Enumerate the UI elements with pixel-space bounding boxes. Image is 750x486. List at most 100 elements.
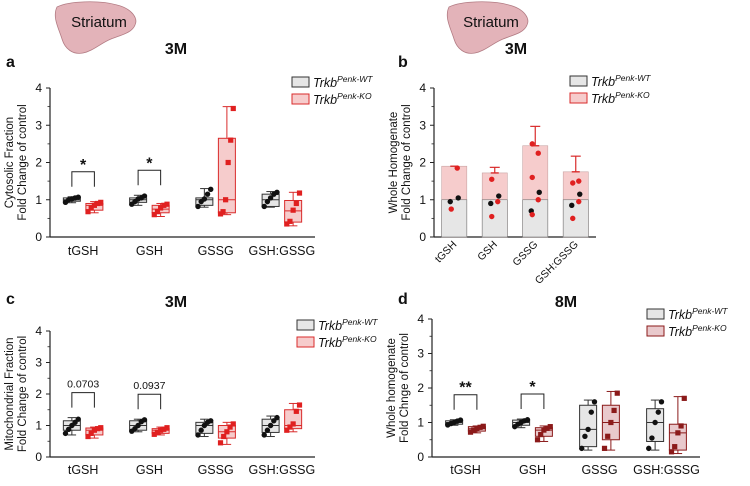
data-point xyxy=(98,199,104,205)
data-point xyxy=(151,212,157,218)
data-point xyxy=(161,426,167,432)
y-axis-label-line-2: Fold Change of control xyxy=(17,336,29,452)
x-tick-label: tGSH xyxy=(68,463,99,477)
data-point xyxy=(158,427,164,433)
y-tick-label: 4 xyxy=(35,324,42,338)
x-tick-label: tGSH xyxy=(450,463,481,477)
y-tick-label: 0 xyxy=(419,230,426,244)
data-point xyxy=(88,430,94,436)
x-tick-label: GSH:GSSG xyxy=(533,239,581,287)
significance-bracket xyxy=(520,393,545,410)
x-tick-label: GSH:GSSG xyxy=(249,244,316,258)
y-tick-label: 1 xyxy=(419,193,426,207)
data-point xyxy=(91,427,97,433)
significance-label: 0.0703 xyxy=(67,379,99,391)
data-point xyxy=(675,430,681,436)
y-tick-label: 3 xyxy=(419,118,426,132)
striatum-label: Striatum xyxy=(463,14,519,31)
panel-letter: d xyxy=(398,291,408,308)
data-point xyxy=(467,429,474,435)
x-tick-label: GSH:GSSG xyxy=(633,463,700,477)
data-point xyxy=(290,421,296,427)
data-point xyxy=(164,425,170,431)
data-point xyxy=(287,218,293,224)
data-point xyxy=(495,198,501,205)
legend-swatch xyxy=(296,319,315,331)
x-tick-label: GSH:GSSG xyxy=(249,463,316,477)
data-point xyxy=(201,196,208,202)
data-point xyxy=(154,429,161,436)
y-axis-label: Cytosolic Fraction Fold Change of control xyxy=(4,104,29,220)
data-point xyxy=(448,206,454,212)
data-point xyxy=(290,207,296,213)
data-point xyxy=(614,390,620,396)
data-point xyxy=(681,395,687,401)
panel-letter: c xyxy=(6,291,15,308)
y-axis-label: Mitochondrial Fraction Fold Change of con… xyxy=(4,336,29,452)
striatum-illustration-1: Striatum xyxy=(54,1,137,54)
data-point xyxy=(195,432,201,438)
data-point xyxy=(224,429,230,435)
legend-swatch xyxy=(646,325,665,337)
data-point xyxy=(98,425,104,431)
panel-c: c 3M 0 1 2 3 4 Mitochondrial Fraction Fold Chang… xyxy=(4,291,378,477)
data-point xyxy=(579,445,585,452)
y-axis-label: Whole Homogenate Fold Change of control xyxy=(388,104,413,220)
striatum-illustration-2: Striatum xyxy=(446,1,529,54)
x-tick-label: GSH xyxy=(136,463,163,477)
data-point xyxy=(658,399,665,405)
data-point xyxy=(652,419,658,426)
y-axis-label-line-1: Whole Homogenate xyxy=(388,112,400,214)
legend-swatch xyxy=(291,93,310,105)
significance-bracket xyxy=(453,394,478,410)
data-point xyxy=(208,418,214,424)
x-tick-label: tGSH xyxy=(68,244,99,258)
data-point xyxy=(678,423,684,429)
legend-entry: TrkbPenk-KO xyxy=(591,90,650,106)
y-tick-label: 3 xyxy=(35,356,42,370)
y-tick-label: 1 xyxy=(417,416,424,430)
data-point xyxy=(529,141,535,147)
data-point xyxy=(655,409,661,415)
data-point xyxy=(480,423,486,429)
legend-entry: TrkbPenk-WT xyxy=(668,306,728,322)
data-point xyxy=(608,419,614,426)
y-tick-label: 1 xyxy=(35,193,42,207)
data-point xyxy=(547,424,553,430)
data-point xyxy=(287,424,293,430)
x-tick-label: GSSG xyxy=(581,463,617,477)
data-point xyxy=(261,203,267,210)
y-tick-label: 2 xyxy=(35,387,42,401)
data-point xyxy=(220,209,226,215)
data-point xyxy=(228,137,234,143)
data-point xyxy=(267,195,274,201)
data-point xyxy=(489,213,495,220)
y-axis-label-line-1: Mitochondrial Fraction xyxy=(4,337,16,450)
box xyxy=(284,409,303,430)
data-point xyxy=(570,180,576,186)
y-axis-label-line-1: Whole homogenate xyxy=(386,338,398,438)
data-point xyxy=(195,203,201,210)
data-point xyxy=(585,426,591,433)
significance-bracket xyxy=(71,392,95,408)
data-point xyxy=(158,205,164,211)
data-point xyxy=(94,200,101,207)
y-tick-label: 4 xyxy=(419,81,426,95)
data-point xyxy=(161,202,167,208)
data-point xyxy=(496,193,502,199)
significance-bracket xyxy=(137,393,162,410)
y-tick-label: 4 xyxy=(417,312,424,326)
legend-swatch xyxy=(291,76,310,88)
legend-swatch xyxy=(569,92,588,104)
data-point xyxy=(649,435,655,441)
data-point xyxy=(75,416,81,422)
x-tick-label: GSH xyxy=(519,463,546,477)
panel-title: 3M xyxy=(505,41,527,58)
significance-label: * xyxy=(529,379,536,396)
box xyxy=(217,137,236,214)
legend-entry: TrkbPenk-KO xyxy=(313,91,372,107)
data-point xyxy=(471,427,477,433)
y-tick-label: 3 xyxy=(417,347,424,361)
y-tick-label: 2 xyxy=(35,156,42,170)
